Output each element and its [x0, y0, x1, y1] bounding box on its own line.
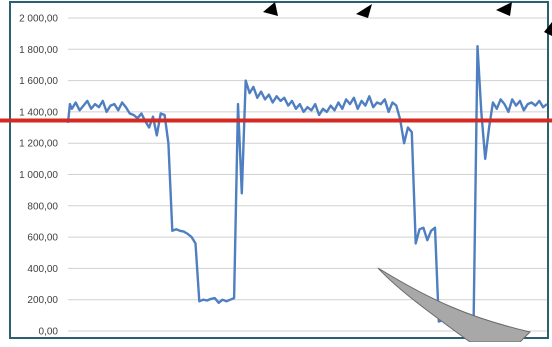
y-tick-label: 200,00	[27, 295, 58, 306]
curved-arrow-shape	[377, 267, 531, 343]
y-tick-label: 1 200,00	[19, 139, 58, 150]
y-tick-label: 800,00	[27, 201, 58, 212]
y-tick-label: 1 800,00	[19, 45, 58, 56]
y-tick-label: 600,00	[27, 233, 58, 244]
arrowhead-3	[496, 2, 512, 16]
y-tick-label: 0,00	[39, 327, 59, 338]
plot-frame	[9, 1, 549, 339]
y-tick-label: 400,00	[27, 264, 58, 275]
arrowhead-1	[263, 2, 278, 16]
y-axis-tick-labels: 0,00 200,00 400,00 600,00 800,00 1 000,00 1 20…	[19, 14, 58, 338]
arrowhead-4	[544, 22, 552, 36]
arrowhead-2	[356, 4, 372, 18]
gridlines	[68, 17, 547, 332]
y-tick-label: 1 600,00	[19, 76, 58, 87]
y-tick-label: 2 000,00	[19, 14, 58, 25]
y-tick-label: 1 000,00	[19, 170, 58, 181]
y-tick-label: 1 400,00	[19, 107, 58, 118]
